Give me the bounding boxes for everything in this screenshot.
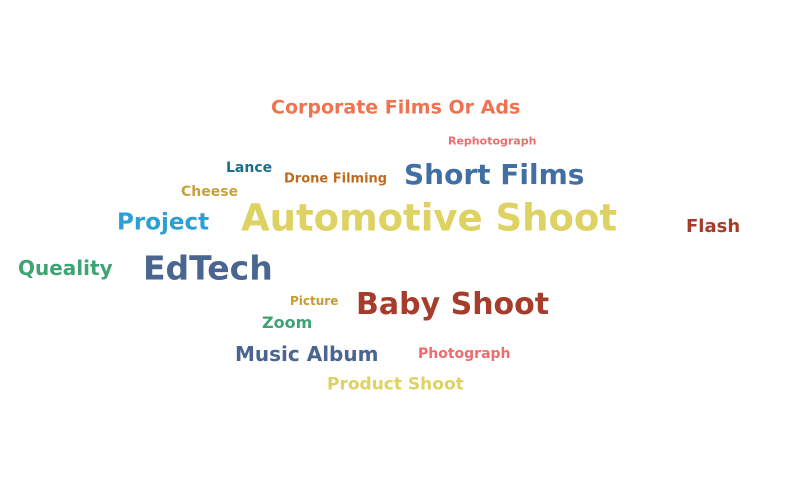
word-project: Project	[117, 209, 210, 236]
word-zoom: Zoom	[262, 313, 313, 332]
word-baby-shoot: Baby Shoot	[356, 287, 550, 322]
word-edtech: EdTech	[143, 248, 273, 288]
word-photograph: Photograph	[418, 346, 511, 362]
word-drone-filming: Drone Filming	[284, 171, 388, 187]
word-queality: Queality	[18, 256, 113, 280]
word-cheese: Cheese	[181, 184, 239, 200]
word-rephotograph: Rephotograph	[448, 134, 537, 148]
word-short-films: Short Films	[404, 158, 585, 191]
word-music-album: Music Album	[235, 342, 379, 366]
word-product-shoot: Product Shoot	[327, 374, 464, 395]
word-automotive-shoot: Automotive Shoot	[241, 196, 618, 240]
word-lance: Lance	[226, 160, 273, 176]
word-picture: Picture	[290, 294, 339, 308]
word-flash: Flash	[686, 216, 741, 237]
word-corporate-films-or-ads: Corporate Films Or Ads	[271, 96, 521, 119]
